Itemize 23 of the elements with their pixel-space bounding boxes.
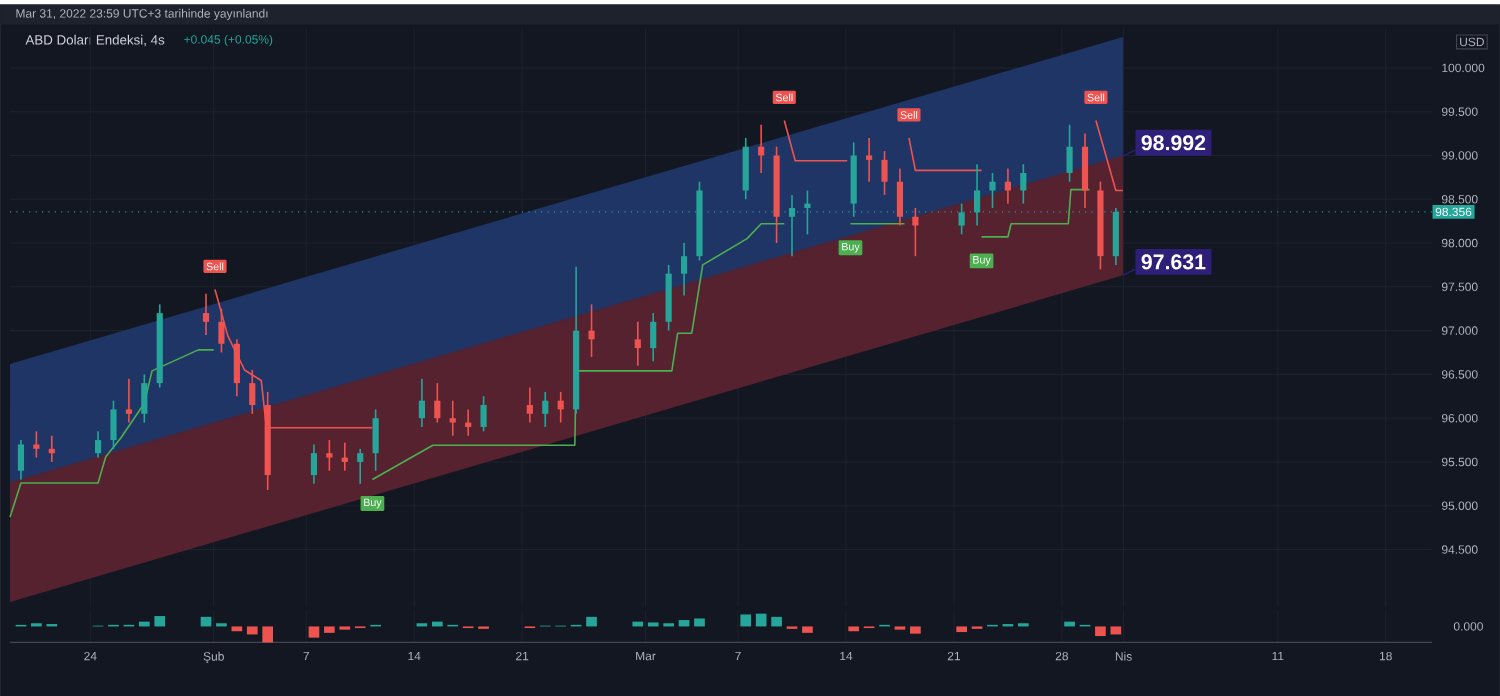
bar bbox=[262, 626, 274, 643]
candlestick bbox=[881, 150, 888, 196]
bar bbox=[154, 615, 166, 627]
annotation: 98.992 bbox=[1141, 134, 1206, 151]
bar bbox=[308, 626, 320, 638]
candlestick bbox=[326, 439, 333, 472]
bar bbox=[1095, 626, 1106, 636]
bar bbox=[1110, 626, 1122, 635]
bar bbox=[740, 614, 752, 627]
bar bbox=[694, 618, 705, 627]
bar bbox=[246, 626, 258, 635]
bar bbox=[956, 626, 967, 632]
candlestick bbox=[1097, 180, 1104, 270]
bar bbox=[802, 626, 813, 633]
candlestick bbox=[33, 430, 40, 459]
bar bbox=[231, 626, 243, 632]
candlestick bbox=[110, 399, 117, 450]
bar bbox=[586, 616, 597, 627]
bar bbox=[848, 626, 860, 632]
bar bbox=[324, 626, 335, 633]
bar bbox=[910, 626, 921, 634]
annotation: 97.631 bbox=[1141, 254, 1206, 270]
bar bbox=[771, 616, 782, 627]
